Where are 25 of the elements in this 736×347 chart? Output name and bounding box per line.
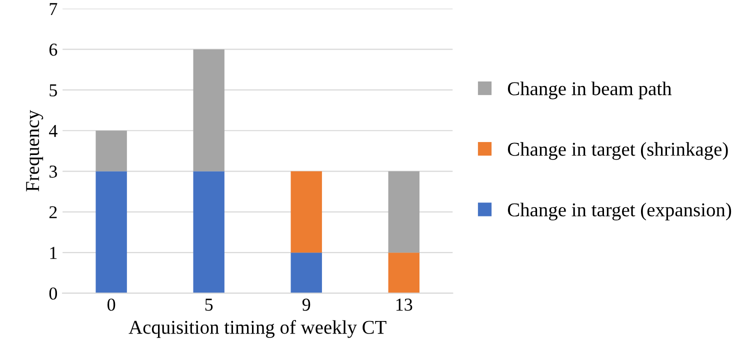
bar: [388, 252, 420, 294]
bar: [290, 171, 322, 253]
x-axis-title: Acquisition timing of weekly CT: [128, 320, 386, 338]
bar: [96, 130, 127, 172]
x-tick-label: 9: [302, 298, 310, 311]
y-axis-title: Frequency: [26, 110, 44, 192]
y-tick-label: 3: [50, 166, 57, 178]
legend-label: Change in target (shrinkage): [508, 142, 728, 160]
x-tick-label: 13: [396, 298, 412, 311]
bar: [193, 49, 224, 172]
legend-label: Change in beam path: [508, 82, 672, 100]
y-tick-label: 4: [49, 125, 58, 137]
y-tick-label: 2: [49, 206, 57, 218]
x-tick-label: 0: [107, 298, 116, 311]
y-tick-label: 6: [49, 44, 58, 56]
bar: [193, 171, 224, 294]
legend-label: Change in target (expansion): [508, 202, 732, 220]
y-tick-label: 5: [50, 84, 57, 96]
y-tick-label: 0: [49, 287, 58, 300]
bar: [290, 252, 322, 294]
x-tick-label: 5: [205, 298, 213, 311]
y-tick-label: 1: [50, 246, 57, 259]
y-tick-label: 7: [50, 3, 58, 15]
bar: [388, 171, 420, 253]
bar: [96, 171, 127, 294]
